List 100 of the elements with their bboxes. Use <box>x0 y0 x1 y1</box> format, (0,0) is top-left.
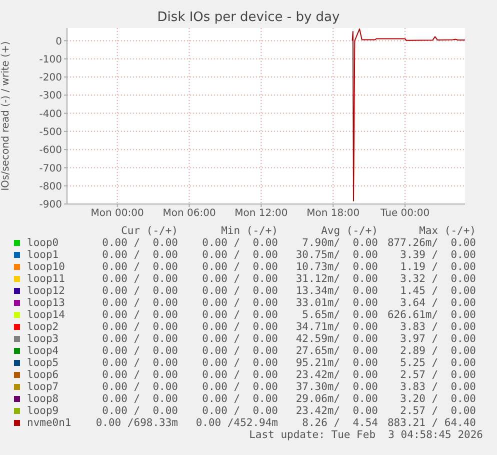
text: 13.34m/ 0.00 <box>296 285 378 297</box>
text: 33.01m/ 0.00 <box>296 297 378 309</box>
x-tick-label: Mon 06:00 <box>162 208 216 220</box>
text: 42.59m/ 0.00 <box>296 333 378 345</box>
legend-label: loop10 <box>27 261 65 273</box>
legend-label: loop7 <box>27 381 59 393</box>
text: 0.00 / 0.00 <box>202 249 278 261</box>
line-series <box>352 28 465 202</box>
text: 0.00 / 0.00 <box>102 369 178 381</box>
text: 883.21 / 64.40 <box>387 417 476 429</box>
text: Avg (-/+) <box>321 225 378 237</box>
text: 23.42m/ 0.00 <box>296 369 378 381</box>
text: 5.25 / 0.00 <box>400 357 476 369</box>
text: 0.00 / 0.00 <box>102 357 178 369</box>
legend-label: loop0 <box>27 237 59 249</box>
y-axis-title: IOs/second read (-) / write (+) <box>0 41 12 191</box>
x-tick-label: Tue 00:00 <box>380 208 430 220</box>
legend-label: loop12 <box>27 285 65 297</box>
text: 0.00 / 0.00 <box>102 273 178 285</box>
chart-title: Disk IOs per device - by day <box>156 10 341 25</box>
legend-label: loop3 <box>27 333 59 345</box>
text: Min (-/+) <box>221 225 278 237</box>
text: 0.00 / 0.00 <box>102 297 178 309</box>
text: 0.00 / 0.00 <box>102 381 178 393</box>
text: 0.00 / 0.00 <box>202 273 278 285</box>
text: 877.26m/ 0.00 <box>387 237 476 249</box>
text: 0.00 / 0.00 <box>202 333 278 345</box>
text: 23.42m/ 0.00 <box>296 405 378 417</box>
text: 2.57 / 0.00 <box>400 369 476 381</box>
y-tick-label: -300 <box>39 90 62 102</box>
text: 3.83 / 0.00 <box>400 381 476 393</box>
text: 626.61m/ 0.00 <box>387 309 476 321</box>
x-tick-label: Mon 18:00 <box>306 208 360 220</box>
text: 34.71m/ 0.00 <box>296 321 378 333</box>
legend-label: loop8 <box>27 393 59 405</box>
text: 95.21m/ 0.00 <box>296 357 378 369</box>
text: 0.00 / 0.00 <box>202 369 278 381</box>
legend-label: loop5 <box>27 357 59 369</box>
text: 3.32 / 0.00 <box>400 273 476 285</box>
text: 5.65m/ 0.00 <box>302 309 378 321</box>
y-tick-label: -400 <box>39 108 62 120</box>
text: 0.00 / 0.00 <box>202 321 278 333</box>
text: 0.00 / 0.00 <box>102 405 178 417</box>
text: 0.00 /698.33m <box>96 417 178 429</box>
legend-label: loop9 <box>27 405 59 417</box>
text: 0.00 / 0.00 <box>102 309 178 321</box>
x-tick-label: Mon 12:00 <box>234 208 288 220</box>
x-tick-label: Mon 00:00 <box>90 208 144 220</box>
text: 0.00 / 0.00 <box>202 237 278 249</box>
legend-label: loop14 <box>27 309 65 321</box>
text: 0.00 / 0.00 <box>102 249 178 261</box>
text: 0.00 / 0.00 <box>102 321 178 333</box>
legend-label: loop6 <box>27 369 59 381</box>
text: 30.75m/ 0.00 <box>296 249 378 261</box>
text: 3.64 / 0.00 <box>400 297 476 309</box>
legend-label: loop13 <box>27 297 65 309</box>
text: 3.39 / 0.00 <box>400 249 476 261</box>
text: 37.30m/ 0.00 <box>296 381 378 393</box>
legend-label: loop1 <box>27 249 59 261</box>
y-tick-label: -200 <box>39 72 62 84</box>
text: 8.26 / 4.54 <box>302 417 378 429</box>
text: 0.00 / 0.00 <box>102 393 178 405</box>
y-tick-label: -100 <box>39 54 62 66</box>
legend-label: loop2 <box>27 321 59 333</box>
y-tick-label: -500 <box>39 126 62 138</box>
legend-label: loop11 <box>27 273 65 285</box>
text: 27.65m/ 0.00 <box>296 345 378 357</box>
text: 0.00 / 0.00 <box>202 309 278 321</box>
text: 31.12m/ 0.00 <box>296 273 378 285</box>
text: 1.45 / 0.00 <box>400 285 476 297</box>
text: 0.00 / 0.00 <box>102 333 178 345</box>
legend-label: loop4 <box>27 345 59 357</box>
text: 0.00 /452.94m <box>196 417 278 429</box>
text: 0.00 / 0.00 <box>202 381 278 393</box>
y-tick-label: -800 <box>39 181 62 192</box>
text: 0.00 / 0.00 <box>202 261 278 273</box>
text: 0.00 / 0.00 <box>202 393 278 405</box>
text: 0.00 / 0.00 <box>202 345 278 357</box>
y-tick-label: -900 <box>39 200 62 211</box>
text: 7.90m/ 0.00 <box>302 237 378 249</box>
text: Max (-/+) <box>419 225 476 237</box>
text: 0.00 / 0.00 <box>102 261 178 273</box>
text: 29.06m/ 0.00 <box>296 393 378 405</box>
text: 0.00 / 0.00 <box>102 285 178 297</box>
text: 3.20 / 0.00 <box>400 393 476 405</box>
y-tick-label: 0 <box>56 36 62 48</box>
text: 0.00 / 0.00 <box>102 345 178 357</box>
y-tick-label: -600 <box>39 145 62 156</box>
text: 3.83 / 0.00 <box>400 321 476 333</box>
text: 3.97 / 0.00 <box>400 333 476 345</box>
y-tick-label: -700 <box>39 163 62 174</box>
text: 0.00 / 0.00 <box>202 285 278 297</box>
text: 0.00 / 0.00 <box>202 297 278 309</box>
text: 0.00 / 0.00 <box>202 357 278 369</box>
text: 0.00 / 0.00 <box>102 237 178 249</box>
legend-label: nvme0n1 <box>27 417 72 429</box>
text: 2.57 / 0.00 <box>400 405 476 417</box>
text: Last update: Tue Feb 3 04:58:45 2026 <box>249 429 483 441</box>
text: 10.73m/ 0.00 <box>296 261 378 273</box>
text: 2.89 / 0.00 <box>400 345 476 357</box>
